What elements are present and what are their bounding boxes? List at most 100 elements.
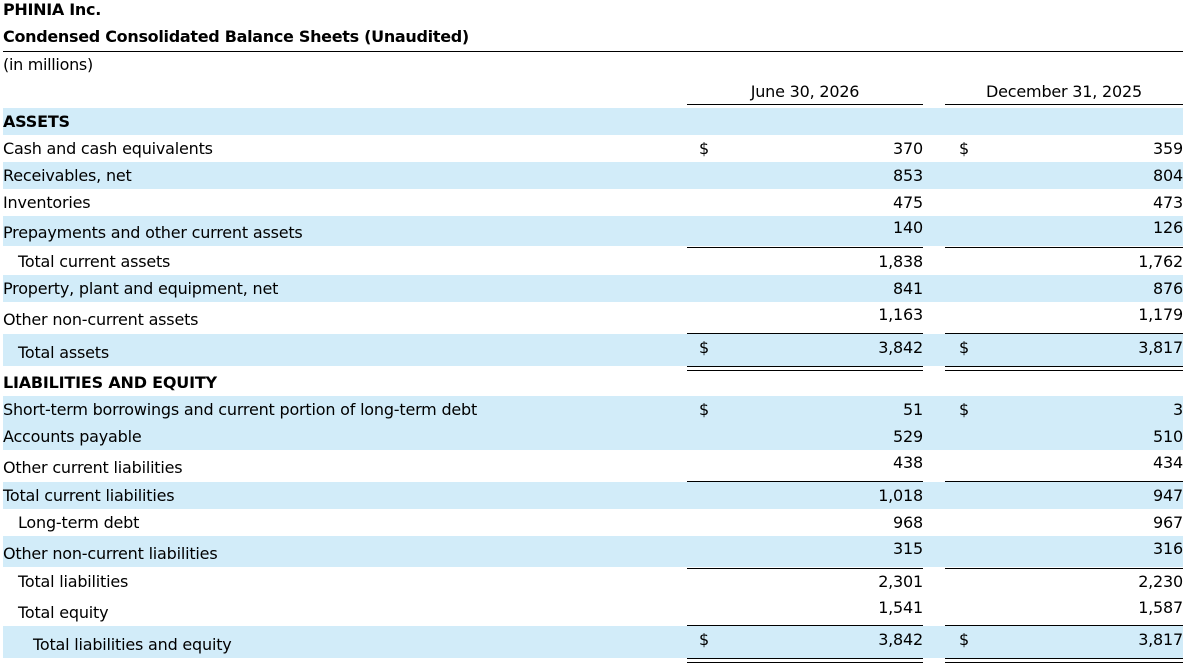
value-june-2026: 475 — [893, 193, 923, 212]
row-label: Total current assets — [18, 252, 171, 271]
table-row: Total current assets 1,838 1,762 — [3, 248, 1183, 275]
table-row: Prepayments and other current assets 140… — [3, 216, 1183, 246]
row-label: Accounts payable — [3, 427, 142, 446]
value-dec-2025: 510 — [1153, 427, 1183, 446]
column-header-december-31-2025: December 31, 2025 — [945, 81, 1183, 105]
currency-symbol: $ — [959, 338, 969, 357]
value-dec-2025: 316 — [1153, 539, 1183, 558]
unit-note: (in millions) — [3, 55, 93, 74]
subtotal-rule — [687, 625, 923, 626]
value-june-2026: 529 — [893, 427, 923, 446]
currency-symbol: $ — [959, 400, 969, 419]
table-row: Total liabilities 2,301 2,230 — [3, 568, 1183, 595]
subtotal-rule — [687, 568, 923, 569]
table-row: Receivables, net 853 804 — [3, 162, 1183, 189]
value-june-2026: 968 — [893, 513, 923, 532]
value-dec-2025: 1,762 — [1138, 252, 1183, 271]
subtotal-rule — [945, 333, 1183, 334]
value-june-2026: 2,301 — [878, 572, 923, 591]
row-label: Total liabilities and equity — [33, 635, 232, 654]
row-label: Cash and cash equivalents — [3, 139, 213, 158]
value-dec-2025: 1,179 — [1138, 305, 1183, 324]
row-label: Prepayments and other current assets — [3, 223, 303, 242]
row-label: Property, plant and equipment, net — [3, 279, 279, 298]
row-label: ASSETS — [3, 112, 70, 131]
row-label: Total current liabilities — [3, 486, 175, 505]
statement-title: Condensed Consolidated Balance Sheets (U… — [3, 27, 469, 46]
table-row: Short-term borrowings and current portio… — [3, 396, 1183, 423]
value-june-2026: 370 — [893, 139, 923, 158]
value-june-2026: 1,018 — [878, 486, 923, 505]
company-name: PHINIA Inc. — [3, 0, 101, 19]
subtotal-rule — [945, 625, 1183, 626]
row-label: Total assets — [18, 343, 109, 362]
table-row: Total assets $ 3,842 $ 3,817 — [3, 334, 1183, 366]
currency-symbol: $ — [959, 139, 969, 158]
title-divider — [3, 51, 1183, 52]
subtotal-rule — [945, 247, 1183, 248]
value-dec-2025: 967 — [1153, 513, 1183, 532]
value-dec-2025: 3 — [1173, 400, 1183, 419]
value-june-2026: 1,163 — [878, 305, 923, 324]
value-june-2026: 438 — [893, 453, 923, 472]
row-label: Total equity — [18, 603, 109, 622]
subtotal-rule — [687, 481, 923, 482]
value-dec-2025: 3,817 — [1138, 338, 1183, 357]
value-dec-2025: 434 — [1153, 453, 1183, 472]
currency-symbol: $ — [699, 630, 709, 649]
table-row: Other current liabilities 438 434 — [3, 450, 1183, 481]
subtotal-rule — [945, 568, 1183, 569]
table-row: Total liabilities and equity $ 3,842 $ 3… — [3, 626, 1183, 658]
row-label: Inventories — [3, 193, 91, 212]
value-june-2026: 1,541 — [878, 598, 923, 617]
column-header-june-30-2026: June 30, 2026 — [687, 81, 923, 105]
value-june-2026: 3,842 — [878, 338, 923, 357]
table-row: Total current liabilities 1,018 947 — [3, 482, 1183, 509]
row-label: Other non-current liabilities — [3, 544, 218, 563]
table-row: Cash and cash equivalents $ 370 $ 359 — [3, 135, 1183, 162]
value-june-2026: 315 — [893, 539, 923, 558]
row-label: Other non-current assets — [3, 310, 199, 329]
currency-symbol: $ — [699, 400, 709, 419]
total-double-rule — [945, 366, 1183, 371]
subtotal-rule — [687, 247, 923, 248]
subtotal-rule — [945, 481, 1183, 482]
currency-symbol: $ — [699, 139, 709, 158]
table-row: Accounts payable 529 510 — [3, 423, 1183, 450]
section-header-assets: ASSETS — [3, 108, 1183, 135]
row-label: LIABILITIES AND EQUITY — [3, 373, 217, 392]
table-row: Long-term debt 968 967 — [3, 509, 1183, 536]
value-june-2026: 841 — [893, 279, 923, 298]
value-dec-2025: 359 — [1153, 139, 1183, 158]
table-row: Property, plant and equipment, net 841 8… — [3, 275, 1183, 302]
row-label: Short-term borrowings and current portio… — [3, 400, 478, 419]
table-row: Other non-current liabilities 315 316 — [3, 536, 1183, 567]
value-dec-2025: 126 — [1153, 218, 1183, 237]
currency-symbol: $ — [699, 338, 709, 357]
value-june-2026: 3,842 — [878, 630, 923, 649]
row-label: Receivables, net — [3, 166, 132, 185]
value-dec-2025: 473 — [1153, 193, 1183, 212]
value-dec-2025: 1,587 — [1138, 598, 1183, 617]
value-june-2026: 140 — [893, 218, 923, 237]
value-dec-2025: 947 — [1153, 486, 1183, 505]
value-dec-2025: 876 — [1153, 279, 1183, 298]
value-dec-2025: 804 — [1153, 166, 1183, 185]
row-label: Long-term debt — [18, 513, 140, 532]
table-row: Inventories 475 473 — [3, 189, 1183, 216]
subtotal-rule — [687, 333, 923, 334]
value-june-2026: 1,838 — [878, 252, 923, 271]
value-june-2026: 853 — [893, 166, 923, 185]
total-double-rule — [945, 658, 1183, 663]
value-dec-2025: 2,230 — [1138, 572, 1183, 591]
value-june-2026: 51 — [903, 400, 923, 419]
section-header-liabilities-and-equity: LIABILITIES AND EQUITY — [3, 369, 1183, 396]
value-dec-2025: 3,817 — [1138, 630, 1183, 649]
row-label: Total liabilities — [18, 572, 129, 591]
currency-symbol: $ — [959, 630, 969, 649]
table-row: Total equity 1,541 1,587 — [3, 595, 1183, 626]
total-double-rule — [687, 658, 923, 663]
row-label: Other current liabilities — [3, 458, 183, 477]
table-row: Other non-current assets 1,163 1,179 — [3, 302, 1183, 333]
